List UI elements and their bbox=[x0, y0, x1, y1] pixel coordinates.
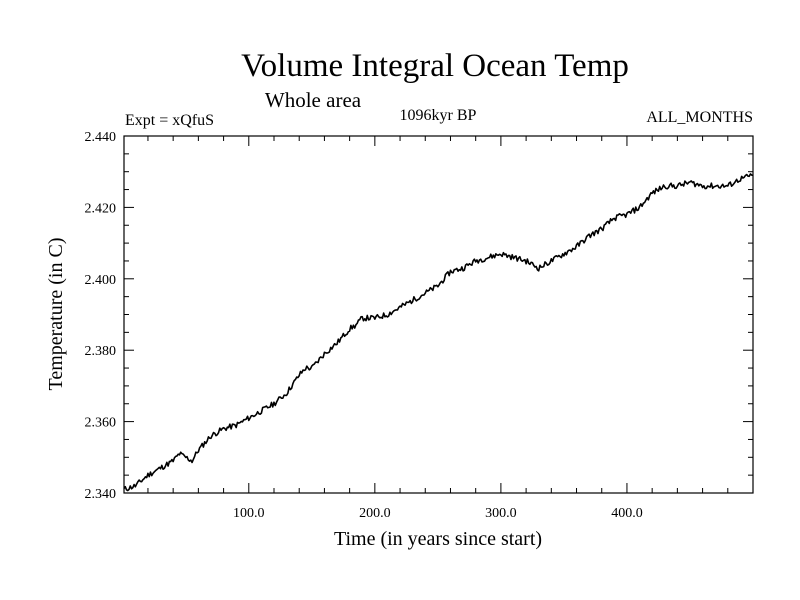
chart-title: Volume Integral Ocean Temp bbox=[241, 48, 629, 84]
y-axis-label: Temperature (in C) bbox=[45, 238, 67, 391]
axis-ticks bbox=[124, 136, 753, 493]
axis-tick-labels: 100.0 200.0 300.0 400.0 2.340 2.360 2.380 2.400… bbox=[85, 130, 643, 521]
y-tick-label: 2.420 bbox=[85, 201, 117, 216]
x-tick-label: 200.0 bbox=[359, 506, 391, 521]
months-label: ALL_MONTHS bbox=[646, 109, 753, 126]
y-tick-label: 2.400 bbox=[85, 273, 117, 288]
y-tick-label: 2.380 bbox=[85, 344, 117, 359]
y-tick-label: 2.440 bbox=[85, 130, 117, 145]
x-tick-label: 300.0 bbox=[485, 506, 517, 521]
period-label: 1096kyr BP bbox=[400, 107, 477, 124]
x-tick-label: 400.0 bbox=[611, 506, 643, 521]
y-tick-label: 2.360 bbox=[85, 416, 117, 431]
series-line bbox=[123, 173, 754, 492]
x-tick-label: 100.0 bbox=[233, 506, 265, 521]
experiment-label: Expt = xQfuS bbox=[125, 112, 214, 129]
y-tick-label: 2.340 bbox=[85, 487, 117, 502]
chart-subtitle: Whole area bbox=[265, 88, 362, 112]
x-axis-label: Time (in years since start) bbox=[334, 528, 542, 550]
